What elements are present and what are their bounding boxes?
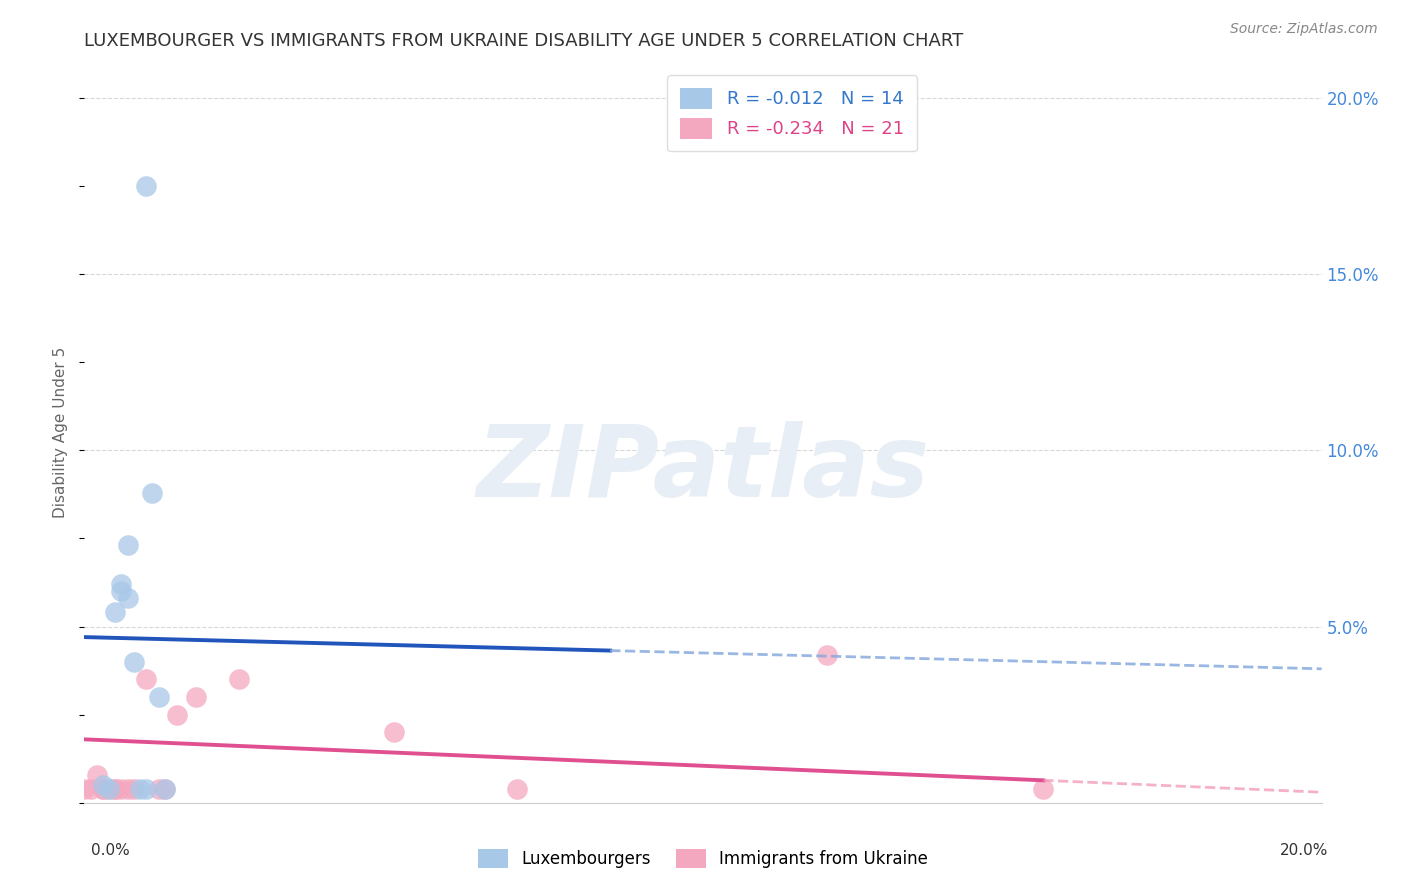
Point	[110, 781, 132, 796]
Point	[91, 781, 114, 796]
Point	[104, 781, 127, 796]
Text: ZIPatlas: ZIPatlas	[477, 421, 929, 518]
Point	[153, 781, 176, 796]
Y-axis label: Disability Age Under 5: Disability Age Under 5	[53, 347, 69, 518]
Point	[98, 781, 121, 796]
Point	[110, 577, 132, 591]
Point	[122, 781, 145, 796]
Point	[73, 781, 96, 796]
Text: 20.0%: 20.0%	[1281, 843, 1329, 858]
Point	[148, 690, 170, 704]
Point	[135, 178, 157, 193]
Text: LUXEMBOURGER VS IMMIGRANTS FROM UKRAINE DISABILITY AGE UNDER 5 CORRELATION CHART: LUXEMBOURGER VS IMMIGRANTS FROM UKRAINE …	[84, 32, 963, 50]
Point	[129, 781, 152, 796]
Point	[98, 781, 121, 796]
Point	[91, 778, 114, 792]
Point	[382, 725, 405, 739]
Text: Source: ZipAtlas.com: Source: ZipAtlas.com	[1230, 22, 1378, 37]
Point	[86, 767, 108, 781]
Point	[166, 707, 188, 722]
Point	[815, 648, 838, 662]
Point	[135, 673, 157, 687]
Point	[228, 673, 250, 687]
Point	[1032, 781, 1054, 796]
Legend: Luxembourgers, Immigrants from Ukraine: Luxembourgers, Immigrants from Ukraine	[471, 842, 935, 875]
Text: 0.0%: 0.0%	[91, 843, 131, 858]
Point	[148, 781, 170, 796]
Point	[79, 781, 101, 796]
Point	[104, 606, 127, 620]
Point	[153, 781, 176, 796]
Point	[91, 781, 114, 796]
Point	[117, 591, 139, 606]
Point	[117, 781, 139, 796]
Point	[117, 538, 139, 552]
Point	[122, 655, 145, 669]
Legend: R = -0.012   N = 14, R = -0.234   N = 21: R = -0.012 N = 14, R = -0.234 N = 21	[668, 75, 917, 151]
Point	[110, 584, 132, 599]
Point	[135, 781, 157, 796]
Point	[141, 485, 163, 500]
Point	[506, 781, 529, 796]
Point	[104, 781, 127, 796]
Point	[184, 690, 207, 704]
